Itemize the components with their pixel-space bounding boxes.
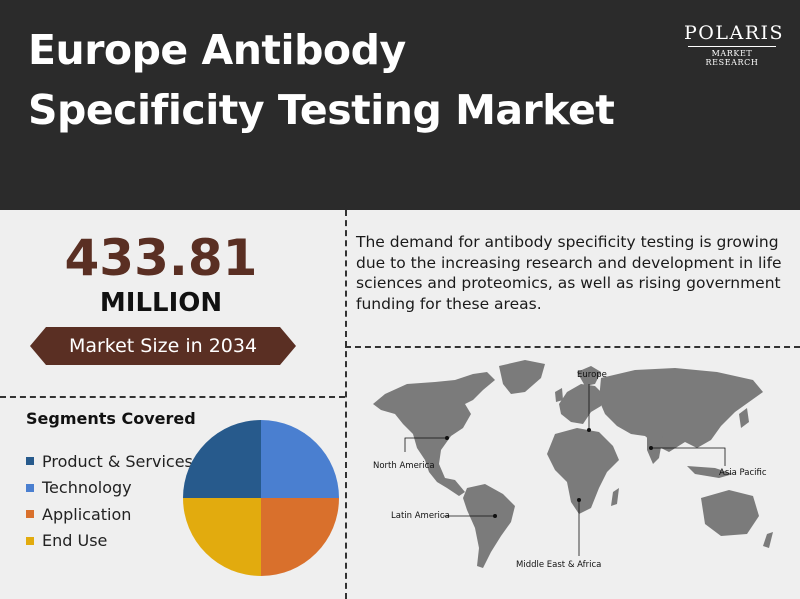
legend-swatch bbox=[26, 510, 34, 519]
region-label-europe: Europe bbox=[577, 370, 607, 380]
map-south-america bbox=[463, 484, 515, 568]
market-size-value: 433.81 bbox=[64, 229, 258, 287]
segments-title: Segments Covered bbox=[26, 409, 196, 428]
legend-swatch bbox=[26, 536, 34, 545]
map-region-dots bbox=[445, 428, 653, 518]
region-label-asia-pacific: Asia Pacific bbox=[719, 468, 767, 478]
market-description: The demand for antibody specificity test… bbox=[356, 233, 782, 313]
region-label-north-america: North America bbox=[373, 461, 435, 471]
map-australia bbox=[701, 490, 759, 536]
map-india bbox=[647, 436, 663, 464]
map-uk bbox=[555, 388, 563, 402]
map-madagascar bbox=[611, 488, 619, 506]
polaris-logo: POLARIS MARKET RESEARCH bbox=[684, 22, 785, 67]
page-title: Europe Antibody Specificity Testing Mark… bbox=[28, 20, 615, 140]
segment-label: Application bbox=[42, 504, 132, 524]
segment-item: Technology bbox=[26, 475, 193, 502]
segment-label: Technology bbox=[42, 478, 132, 498]
region-label-middle-east-africa: Middle East & Africa bbox=[516, 560, 602, 570]
left-horizontal-divider bbox=[0, 396, 345, 398]
map-new-zealand bbox=[763, 532, 773, 548]
map-asia bbox=[599, 368, 763, 452]
segment-label: Product & Services bbox=[42, 451, 193, 471]
market-size-banner-label: Market Size in 2034 bbox=[68, 335, 258, 357]
pie-slice-application bbox=[261, 498, 339, 576]
region-label-latin-america: Latin America bbox=[391, 511, 450, 521]
map-japan bbox=[739, 408, 749, 428]
map-scandinavia bbox=[577, 366, 601, 386]
header-banner: Europe Antibody Specificity Testing Mark… bbox=[0, 0, 800, 210]
legend-swatch bbox=[26, 483, 34, 492]
map-leader-lines bbox=[404, 384, 726, 556]
segment-item: Product & Services bbox=[26, 448, 193, 475]
map-north-america bbox=[373, 372, 495, 496]
segments-pie-chart bbox=[183, 420, 339, 576]
right-horizontal-divider bbox=[345, 346, 800, 348]
map-greenland bbox=[499, 360, 545, 394]
logo-divider bbox=[688, 46, 776, 47]
logo-subtitle: MARKET RESEARCH bbox=[705, 49, 759, 67]
segment-item: Application bbox=[26, 501, 193, 528]
legend-swatch bbox=[26, 457, 34, 466]
map-africa bbox=[547, 428, 619, 514]
map-land bbox=[373, 360, 773, 568]
pie-slice-technology bbox=[261, 420, 339, 498]
title-line-2: Specificity Testing Market bbox=[28, 86, 615, 134]
market-size-unit: MILLION bbox=[99, 288, 223, 318]
pie-slice-product-services bbox=[183, 420, 261, 498]
logo-name: POLARIS bbox=[684, 22, 785, 44]
pie-slice-end-use bbox=[183, 498, 261, 576]
world-map bbox=[373, 360, 773, 568]
segment-label: End Use bbox=[42, 531, 108, 551]
map-indonesia bbox=[687, 466, 733, 478]
map-europe bbox=[559, 384, 605, 424]
segment-item: End Use bbox=[26, 528, 193, 555]
segments-legend: Product & Services Technology Applicatio… bbox=[26, 448, 193, 554]
title-line-1: Europe Antibody bbox=[28, 26, 406, 74]
vertical-divider bbox=[345, 210, 347, 599]
market-size-banner-shape bbox=[30, 327, 296, 365]
